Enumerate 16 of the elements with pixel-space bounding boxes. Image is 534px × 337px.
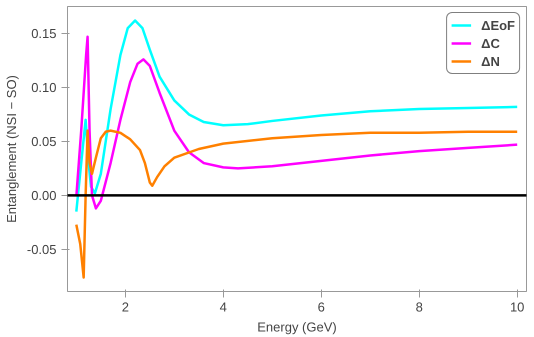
legend-label: ΔC bbox=[481, 35, 501, 51]
x-tick-label: 6 bbox=[318, 300, 325, 314]
y-tick-label: -0.05 bbox=[26, 242, 57, 257]
x-tick-label: 2 bbox=[122, 300, 129, 314]
y-tick-label: 0.10 bbox=[31, 80, 57, 95]
y-tick-label: 0.00 bbox=[31, 188, 57, 203]
line-series bbox=[75, 129, 518, 279]
legend-label: ΔN bbox=[481, 53, 501, 69]
y-tick-label: 0.15 bbox=[31, 26, 57, 41]
x-tick-label: 4 bbox=[220, 300, 227, 314]
y-tick-label: 0.05 bbox=[31, 134, 57, 149]
legend-label: ΔEoF bbox=[481, 17, 515, 33]
y-axis-title: Entanglement (NSI − SO) bbox=[4, 75, 19, 223]
x-tick-label: 10 bbox=[510, 300, 524, 314]
x-tick-label: 8 bbox=[416, 300, 423, 314]
x-axis-title: Energy (GeV) bbox=[257, 320, 337, 334]
